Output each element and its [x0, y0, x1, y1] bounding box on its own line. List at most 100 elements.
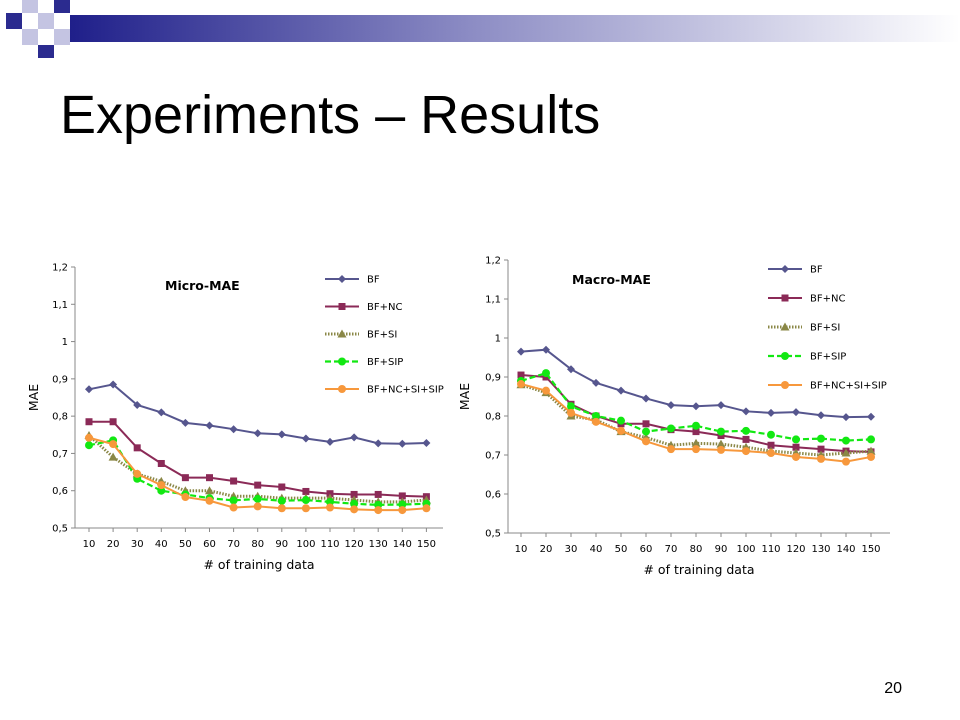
x-tick-label: 130 — [811, 544, 830, 555]
data-point — [374, 439, 383, 448]
x-tick-label: 120 — [345, 539, 364, 550]
y-tick-label: 0,6 — [485, 490, 501, 501]
data-point — [326, 503, 334, 512]
data-point — [592, 417, 600, 426]
y-tick-label: 1,2 — [52, 263, 68, 274]
x-tick-label: 100 — [296, 539, 315, 550]
data-point — [278, 483, 286, 491]
data-point — [109, 440, 118, 449]
x-tick-label: 70 — [665, 544, 678, 555]
x-axis-label: # of training data — [203, 557, 314, 572]
legend-entry-bf-si: BF+SI — [325, 329, 397, 341]
data-point — [422, 504, 431, 513]
data-point — [617, 416, 625, 425]
y-tick-label: 0,7 — [52, 449, 68, 460]
data-point — [253, 429, 262, 438]
data-point — [842, 436, 850, 445]
legend-entry-bf-nc-si-sip: BF+NC+SI+SIP — [768, 381, 887, 392]
data-point — [592, 412, 600, 420]
y-tick-label: 1 — [495, 334, 501, 345]
x-tick-label: 10 — [83, 539, 96, 550]
page-number: 20 — [884, 680, 902, 697]
x-tick-label: 10 — [515, 544, 528, 555]
data-point — [229, 503, 238, 512]
deco-gradient-bar — [70, 15, 960, 42]
data-point — [767, 441, 775, 449]
data-point — [109, 380, 118, 389]
data-point — [642, 420, 650, 428]
data-point — [742, 407, 750, 416]
data-point — [692, 445, 700, 454]
x-tick-label: 120 — [786, 544, 805, 555]
data-point — [181, 474, 189, 482]
y-tick-label: 0,8 — [485, 412, 501, 423]
chart-title: Micro-MAE — [165, 278, 240, 293]
x-tick-label: 80 — [251, 539, 264, 550]
x-tick-label: 150 — [861, 544, 880, 555]
slide-title: Experiments – Results — [60, 85, 601, 145]
legend-entry-bf-nc: BF+NC — [768, 294, 845, 305]
legend-label: BF+SIP — [810, 352, 846, 363]
data-point — [691, 438, 701, 447]
data-point — [205, 421, 214, 430]
legend-marker — [781, 294, 789, 302]
y-axis-label: MAE — [26, 384, 41, 411]
x-tick-label: 20 — [107, 539, 120, 550]
legend-marker — [338, 303, 346, 310]
legend-marker — [338, 385, 346, 393]
data-point — [667, 401, 675, 410]
x-tick-label: 90 — [715, 544, 728, 555]
data-point — [742, 426, 750, 435]
legend-entry-bf-sip: BF+SIP — [325, 357, 403, 368]
series-bf-sip — [517, 369, 875, 445]
x-tick-label: 50 — [615, 544, 628, 555]
y-tick-label: 0,6 — [52, 486, 68, 497]
x-tick-label: 110 — [320, 539, 339, 550]
y-tick-label: 0,5 — [52, 524, 68, 535]
data-point — [642, 394, 650, 403]
data-point — [792, 435, 800, 444]
data-point — [108, 452, 118, 461]
x-tick-label: 20 — [540, 544, 553, 555]
x-tick-label: 150 — [417, 539, 436, 550]
data-point — [350, 433, 359, 442]
data-point — [767, 430, 775, 439]
deco-square-dark — [6, 13, 22, 29]
legend-label: BF+SI — [367, 330, 397, 341]
data-point — [692, 402, 700, 411]
data-point — [542, 345, 550, 354]
data-point — [817, 445, 825, 453]
y-tick-label: 0,8 — [52, 412, 68, 423]
data-point — [398, 506, 407, 515]
data-point — [133, 444, 141, 452]
data-point — [301, 504, 310, 513]
data-point — [617, 426, 625, 435]
data-point — [398, 500, 407, 509]
data-point — [767, 449, 775, 458]
y-tick-label: 0,7 — [485, 451, 501, 462]
data-point — [517, 347, 525, 356]
series-bf — [85, 380, 431, 448]
legend-marker — [338, 275, 346, 283]
data-point — [374, 506, 383, 515]
data-point — [567, 408, 575, 417]
data-point — [866, 446, 876, 455]
x-tick-label: 30 — [565, 544, 578, 555]
series-bf-nc-si-sip — [517, 380, 875, 466]
deco-square-light — [22, 0, 38, 13]
data-point — [301, 496, 310, 505]
data-point — [817, 411, 825, 420]
x-tick-label: 60 — [640, 544, 653, 555]
data-point — [716, 439, 726, 448]
x-tick-label: 140 — [836, 544, 855, 555]
data-point — [253, 502, 262, 511]
data-point — [617, 386, 625, 395]
data-point — [157, 481, 166, 490]
data-point — [867, 435, 875, 444]
data-point — [277, 430, 286, 439]
legend-label: BF+NC+SI+SIP — [810, 381, 887, 392]
data-point — [350, 505, 359, 514]
legend-marker — [780, 322, 790, 331]
legend-marker — [781, 381, 789, 389]
x-tick-label: 40 — [155, 539, 168, 550]
